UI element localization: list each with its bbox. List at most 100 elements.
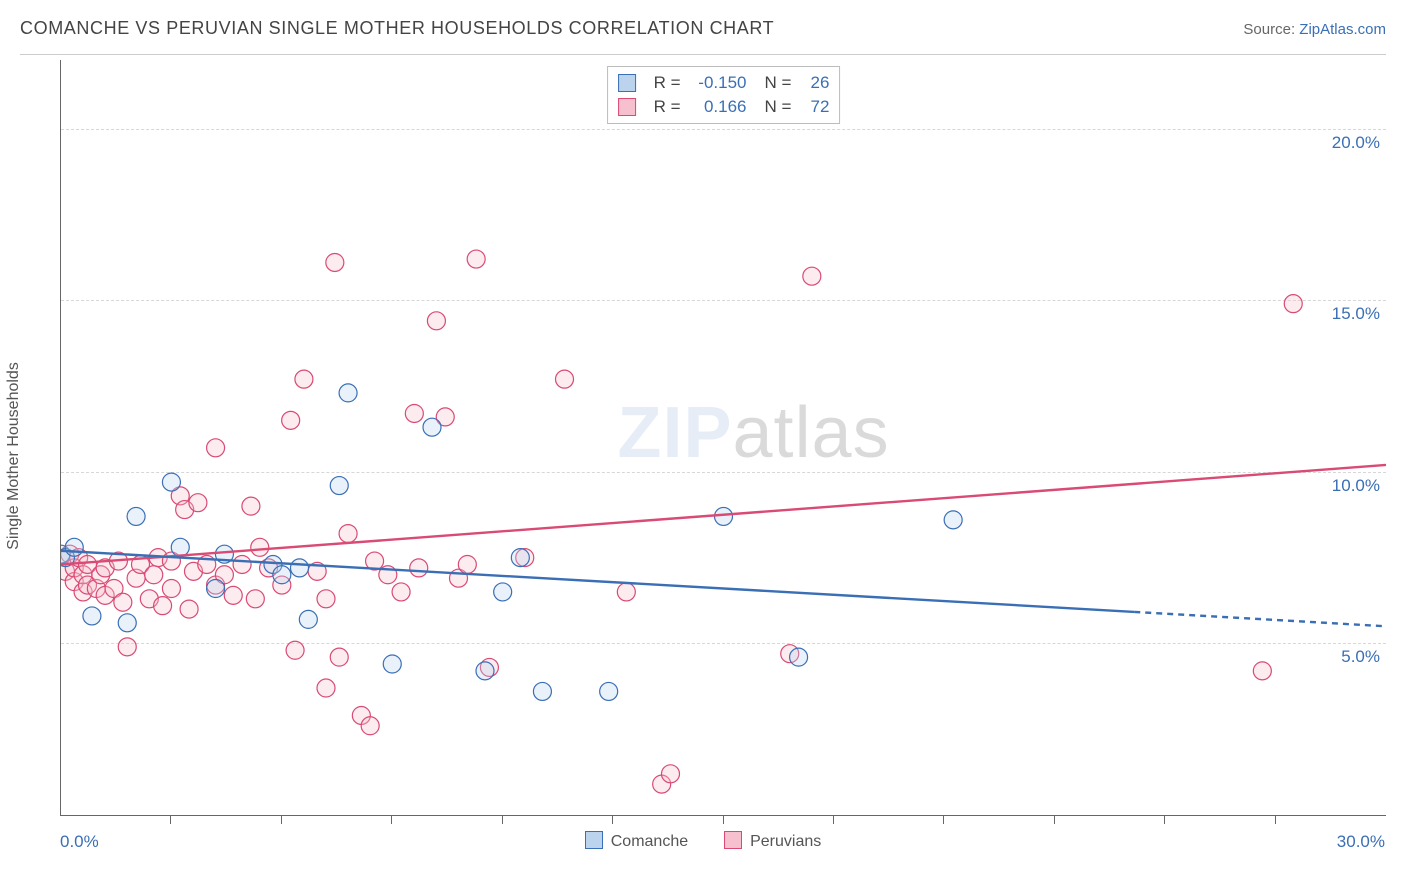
scatter-point: [251, 538, 269, 556]
scatter-point: [392, 583, 410, 601]
x-tick: [281, 816, 282, 824]
scatter-point: [224, 586, 242, 604]
regression-line: [61, 465, 1386, 565]
chart-header: COMANCHE VS PERUVIAN SINGLE MOTHER HOUSE…: [20, 18, 1386, 39]
scatter-point: [295, 370, 313, 388]
scatter-point: [246, 590, 264, 608]
scatter-point: [410, 559, 428, 577]
scatter-point: [715, 507, 733, 525]
scatter-point: [944, 511, 962, 529]
scatter-point: [511, 549, 529, 567]
plot-area: Single Mother Households ZIPatlas 5.0%10…: [20, 60, 1386, 852]
scatter-point: [114, 593, 132, 611]
scatter-point: [286, 641, 304, 659]
source-prefix: Source:: [1243, 21, 1299, 38]
scatter-point: [600, 682, 618, 700]
scatter-point: [242, 497, 260, 515]
plot-frame: ZIPatlas 5.0%10.0%15.0%20.0% R =-0.150N …: [60, 60, 1386, 816]
scatter-point: [127, 507, 145, 525]
scatter-point: [189, 494, 207, 512]
chart-source: Source: ZipAtlas.com: [1243, 21, 1386, 38]
chart-title: COMANCHE VS PERUVIAN SINGLE MOTHER HOUSE…: [20, 18, 774, 39]
legend-r-value: -0.150: [691, 73, 747, 93]
x-tick: [170, 816, 171, 824]
scatter-point: [617, 583, 635, 601]
scatter-point: [233, 555, 251, 573]
scatter-point: [118, 614, 136, 632]
scatter-point: [145, 566, 163, 584]
scatter-point: [427, 312, 445, 330]
scatter-point: [405, 404, 423, 422]
legend-series-item: Comanche: [585, 831, 688, 851]
x-tick: [1054, 816, 1055, 824]
scatter-point: [361, 717, 379, 735]
scatter-point: [467, 250, 485, 268]
scatter-point: [207, 439, 225, 457]
scatter-point: [790, 648, 808, 666]
scatter-point: [339, 384, 357, 402]
scatter-point: [273, 566, 291, 584]
scatter-point: [1284, 295, 1302, 313]
x-ticks: [60, 816, 1386, 824]
legend-swatch: [618, 74, 636, 92]
scatter-point: [803, 267, 821, 285]
scatter-point: [317, 590, 335, 608]
scatter-point: [556, 370, 574, 388]
scatter-point: [118, 638, 136, 656]
scatter-point: [282, 411, 300, 429]
scatter-point: [207, 580, 225, 598]
legend-swatch: [724, 831, 742, 849]
legend-n-label: N =: [765, 73, 792, 93]
legend-swatch: [618, 98, 636, 116]
scatter-point: [662, 765, 680, 783]
legend-n-value: 26: [801, 73, 829, 93]
scatter-point: [330, 477, 348, 495]
legend-swatch: [585, 831, 603, 849]
scatter-point: [476, 662, 494, 680]
scatter-point: [383, 655, 401, 673]
scatter-point: [154, 597, 172, 615]
legend-correlation-box: R =-0.150N =26R =0.166N =72: [607, 66, 841, 124]
x-tick: [391, 816, 392, 824]
title-divider: [20, 54, 1386, 55]
scatter-svg: [61, 60, 1386, 815]
scatter-point: [299, 610, 317, 628]
x-tick: [943, 816, 944, 824]
scatter-point: [83, 607, 101, 625]
scatter-point: [458, 555, 476, 573]
x-tick: [1275, 816, 1276, 824]
scatter-point: [162, 473, 180, 491]
scatter-point: [330, 648, 348, 666]
scatter-point: [326, 253, 344, 271]
scatter-point: [180, 600, 198, 618]
legend-n-label: N =: [765, 97, 792, 117]
regression-line: [1134, 612, 1386, 626]
legend-series-label: Comanche: [611, 833, 688, 850]
scatter-point: [317, 679, 335, 697]
scatter-point: [171, 538, 189, 556]
scatter-point: [65, 538, 83, 556]
scatter-point: [291, 559, 309, 577]
chart-container: COMANCHE VS PERUVIAN SINGLE MOTHER HOUSE…: [0, 0, 1406, 892]
x-tick: [502, 816, 503, 824]
scatter-point: [533, 682, 551, 700]
legend-r-label: R =: [654, 73, 681, 93]
scatter-point: [162, 580, 180, 598]
scatter-point: [1253, 662, 1271, 680]
x-tick: [1164, 816, 1165, 824]
y-axis-label: Single Mother Households: [5, 362, 23, 550]
scatter-point: [494, 583, 512, 601]
legend-corr-row: R = -0.150 N = 26: [618, 71, 830, 95]
source-link[interactable]: ZipAtlas.com: [1299, 21, 1386, 38]
scatter-point: [423, 418, 441, 436]
x-tick: [612, 816, 613, 824]
x-tick: [833, 816, 834, 824]
legend-corr-row: R =0.166N =72: [618, 95, 830, 119]
legend-r-label: R =: [654, 97, 681, 117]
legend-series-label: Peruvians: [750, 833, 821, 850]
legend-series: Comanche Peruvians: [20, 830, 1386, 852]
scatter-point: [339, 525, 357, 543]
legend-series-item: Peruvians: [724, 831, 821, 851]
x-tick: [723, 816, 724, 824]
legend-n-value: 72: [801, 97, 829, 117]
